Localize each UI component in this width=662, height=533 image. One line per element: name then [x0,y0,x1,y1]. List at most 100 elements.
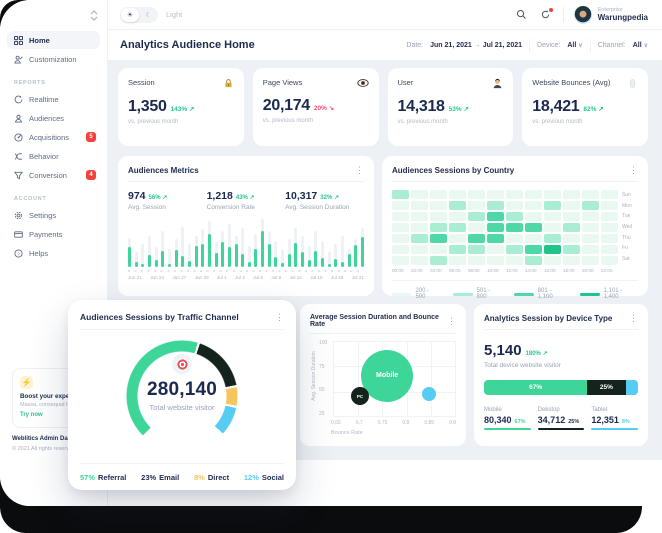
sidebar-item-home[interactable]: Home [7,31,100,49]
kebab-menu-icon[interactable]: ⋮ [355,165,364,175]
heatmap-cell [468,223,485,232]
kpi-note: vs. previous month [128,119,179,125]
heatmap-cell [563,245,580,254]
bar-background [134,252,138,267]
payments-icon [14,230,23,239]
kebab-menu-icon[interactable]: ⋮ [629,165,638,175]
sidebar-item-label: Settings [29,210,57,220]
panel-traffic-channel: Audiences Sessions by Traffic Channel ⋮ … [68,300,296,490]
heatmap-cell [430,234,447,243]
bar-value [267,244,271,267]
panel-title: Average Session Duration and Bounce Rate [310,314,439,328]
sidebar-item-customization[interactable]: Customization [7,50,100,68]
heatmap-grid [392,190,618,265]
metric-bar [227,217,231,267]
bar-background [307,246,311,267]
heatmap-cell [525,212,542,221]
heatmap-cell [449,256,466,265]
sidebar-item-settings[interactable]: Settings [7,206,100,224]
metric-stat: 974 56% ↗ Avg. Session [128,190,207,211]
x-tick-label: Jun 24 [150,275,165,280]
heatmap-cell [468,190,485,199]
sidebar-item-helps[interactable]: ? Helps [7,244,100,262]
heatmap-cell [487,190,504,199]
kebab-menu-icon[interactable]: ⋮ [275,311,284,322]
gridline [333,341,334,417]
x-tick-label: 0.9 [449,420,456,426]
sidebar-item-realtime[interactable]: Realtime [7,90,100,108]
device-stacked-bar: 67% 25% [484,380,638,395]
heatmap-cell [601,212,618,221]
heatmap-cell [411,223,428,232]
heatmap-cell [582,245,599,254]
day-label: Tue [622,213,631,220]
metric-bar [207,217,211,267]
bar-background [147,236,151,267]
theme-toggle[interactable]: ☀ ☾ [120,6,158,23]
sidebar-item-behavior[interactable]: Behavior [7,147,100,165]
panel-audiences-metrics: Audiences Metrics ⋮ 974 56% ↗ Avg. Session… [118,156,374,296]
search-button[interactable] [515,8,529,22]
panel-title: Audiences Sessions by Country [392,166,515,175]
eye-icon [356,78,369,88]
metric-value-row: 974 56% ↗ [128,190,207,202]
chevron-down-icon: ∨ [578,42,583,49]
sidebar-section-label: REPORTS [14,80,46,86]
kpi-top: Page Views [263,78,369,88]
refresh-button[interactable] [539,7,553,22]
bar-value [301,252,305,267]
metric-bar [287,217,291,267]
heatmap-cell [487,201,504,210]
panel-sessions-by-country: Audiences Sessions by Country ⋮ Sun Mon Tu… [382,156,648,300]
promo-try-now-link[interactable]: Try now [20,412,43,418]
x-tick-label: Jul 15 [310,275,323,280]
bar-value [274,257,278,267]
channel-select[interactable]: All ∨ [633,42,648,49]
kebab-menu-icon[interactable]: ⋮ [447,315,456,326]
device-value: 12,351 [591,415,619,425]
device-bar-segment-dekstop: 25% [587,380,626,395]
heatmap-cell [392,245,409,254]
bar-background [181,227,185,267]
heatmap-cell [563,190,580,199]
heatmap-cell [544,234,561,243]
time-label: 12:00 [506,268,518,273]
kebab-menu-icon[interactable]: ⋮ [629,313,638,323]
sidebar-item-conversion[interactable]: Conversion 4 [7,166,100,184]
metric-stat: 10,317 32% ↗ Avg. Session Duration [285,190,364,211]
time-label: 22:00 [601,268,613,273]
metric-bar [201,217,205,267]
x-axis-label: Bounce Rate [331,430,363,436]
date-range-control[interactable]: Jun 21, 2021 → Jul 21, 2021 [430,42,522,49]
sidebar-item-payments[interactable]: Payments [7,225,100,243]
heatmap-cell [525,201,542,210]
heatmap-cell [411,234,428,243]
profile-menu[interactable]: Enterprise Warungpedia [573,5,648,24]
sidebar-item-audiences[interactable]: Audiences [7,109,100,127]
x-tick-label: 0.65 [331,420,341,426]
legend-item: 200 - 500 [392,288,440,300]
x-tick-label: Jun 21 [128,275,142,280]
day-label: Thu [622,234,631,241]
sidebar-collapse-icon[interactable] [90,10,98,21]
device-select[interactable]: All ∨ [567,42,582,49]
kpi-value: 14,318 [397,98,445,115]
x-tick-label: Jul 18 [330,275,344,280]
channel-value: All [632,41,642,49]
x-tick-label: 0.75 [377,420,388,426]
heatmap-cell [544,190,561,199]
metric-bar [327,217,331,267]
heatmap-cell [430,256,447,265]
theme-label: Light [166,10,183,19]
heatmap-cell [525,223,542,232]
kpi-note: vs. previous month [262,118,314,124]
bar-value [147,254,151,267]
x-tick-label: Jul 12 [289,275,302,280]
heatmap-cell [468,201,485,210]
bar-value [327,264,331,267]
traffic-channel-name: Direct [207,473,230,482]
sidebar-item-acquisitions[interactable]: Acquisitions 5 [7,128,100,146]
metrics-bar-chart [128,217,364,267]
kpi-delta: 143% ↗ [170,106,195,113]
heatmap-cell [601,234,618,243]
